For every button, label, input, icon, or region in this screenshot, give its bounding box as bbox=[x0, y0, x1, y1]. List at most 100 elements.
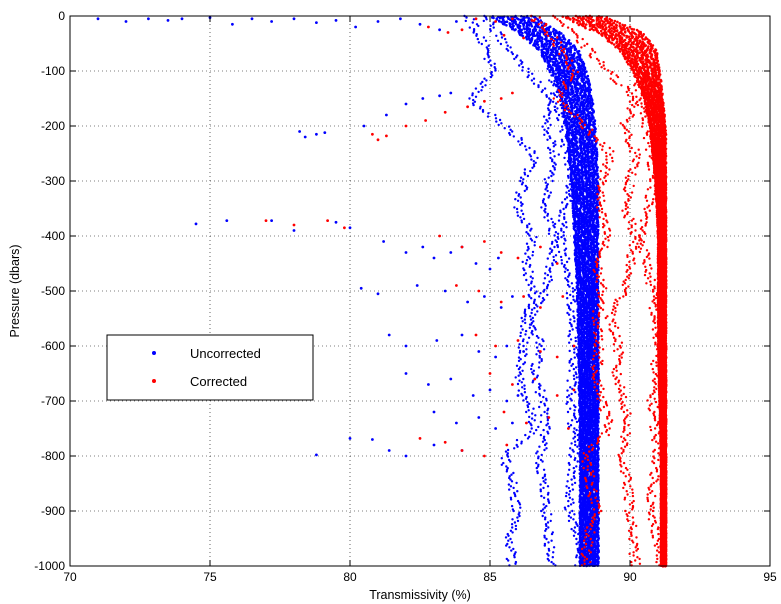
data-point bbox=[536, 43, 540, 47]
data-point bbox=[560, 53, 563, 56]
data-point bbox=[556, 82, 560, 86]
data-point bbox=[503, 23, 506, 26]
data-point bbox=[550, 57, 554, 61]
data-point bbox=[553, 34, 557, 37]
data-point bbox=[533, 40, 537, 43]
data-point bbox=[539, 30, 542, 33]
data-point bbox=[561, 71, 564, 75]
data-point bbox=[540, 45, 544, 48]
data-point bbox=[541, 55, 544, 58]
data-point bbox=[528, 41, 532, 45]
data-point bbox=[563, 56, 566, 60]
data-point bbox=[510, 20, 514, 23]
data-point bbox=[575, 56, 578, 59]
data-point bbox=[577, 87, 581, 91]
data-point bbox=[514, 22, 518, 26]
data-point bbox=[591, 187, 594, 191]
data-point bbox=[565, 45, 568, 48]
data-point bbox=[563, 38, 567, 41]
data-point bbox=[586, 74, 590, 78]
data-point bbox=[492, 16, 495, 20]
data-point bbox=[577, 111, 581, 114]
data-point bbox=[584, 96, 587, 99]
data-point bbox=[505, 24, 508, 27]
data-point bbox=[555, 45, 559, 48]
data-points bbox=[96, 14, 668, 568]
data-point bbox=[558, 30, 561, 34]
data-point bbox=[568, 42, 572, 46]
data-point bbox=[577, 199, 581, 203]
data-point bbox=[548, 34, 552, 38]
data-point bbox=[571, 95, 574, 99]
data-point bbox=[569, 51, 572, 54]
data-point bbox=[513, 28, 516, 32]
data-point bbox=[577, 83, 580, 86]
data-point bbox=[557, 47, 561, 50]
data-point bbox=[588, 145, 592, 148]
data-point bbox=[573, 48, 577, 52]
data-point bbox=[580, 97, 584, 100]
data-point bbox=[530, 24, 534, 28]
data-point bbox=[554, 46, 557, 50]
data-point bbox=[574, 72, 577, 76]
data-point bbox=[495, 18, 499, 21]
data-point bbox=[562, 93, 566, 97]
data-point bbox=[547, 28, 551, 32]
data-point bbox=[525, 15, 529, 19]
series-uncorrected bbox=[96, 14, 600, 568]
data-point bbox=[553, 79, 556, 83]
data-point bbox=[531, 34, 535, 38]
data-point bbox=[580, 77, 583, 80]
data-point bbox=[511, 25, 515, 28]
data-point bbox=[498, 20, 501, 23]
data-point bbox=[577, 202, 581, 205]
data-point bbox=[523, 27, 526, 31]
data-point bbox=[573, 57, 576, 61]
data-point bbox=[525, 37, 529, 41]
data-point bbox=[556, 63, 559, 66]
data-point bbox=[554, 72, 558, 76]
data-point bbox=[511, 27, 514, 31]
data-point bbox=[568, 57, 571, 60]
data-point bbox=[579, 93, 582, 97]
data-point bbox=[578, 54, 582, 57]
data-point bbox=[565, 111, 569, 115]
data-point bbox=[547, 26, 551, 30]
data-point bbox=[560, 32, 563, 35]
data-point bbox=[564, 92, 568, 96]
data-point bbox=[536, 18, 540, 21]
data-point bbox=[568, 73, 571, 76]
data-point bbox=[527, 17, 531, 20]
data-point bbox=[545, 45, 548, 48]
data-point bbox=[498, 16, 502, 20]
data-point bbox=[547, 65, 550, 69]
data-point bbox=[580, 64, 583, 68]
data-point bbox=[525, 29, 529, 32]
data-point bbox=[529, 22, 533, 26]
data-point bbox=[502, 19, 505, 22]
data-point bbox=[590, 172, 594, 175]
data-point bbox=[538, 26, 542, 29]
data-point bbox=[568, 53, 571, 57]
data-point bbox=[582, 78, 586, 81]
data-point bbox=[522, 24, 525, 28]
data-point bbox=[545, 40, 548, 44]
data-point bbox=[536, 25, 540, 29]
data-point bbox=[583, 73, 586, 76]
data-point bbox=[573, 77, 576, 81]
data-point bbox=[537, 48, 540, 51]
data-point bbox=[551, 30, 555, 33]
data-point bbox=[554, 69, 558, 72]
data-point bbox=[560, 88, 563, 91]
data-point bbox=[556, 31, 559, 35]
data-point bbox=[566, 87, 570, 90]
data-point bbox=[562, 67, 566, 70]
data-point bbox=[511, 22, 514, 26]
data-point bbox=[517, 18, 520, 21]
data-point bbox=[573, 94, 577, 98]
data-point bbox=[586, 89, 590, 93]
data-point bbox=[500, 20, 503, 24]
data-point bbox=[509, 25, 513, 29]
data-point bbox=[533, 44, 537, 48]
